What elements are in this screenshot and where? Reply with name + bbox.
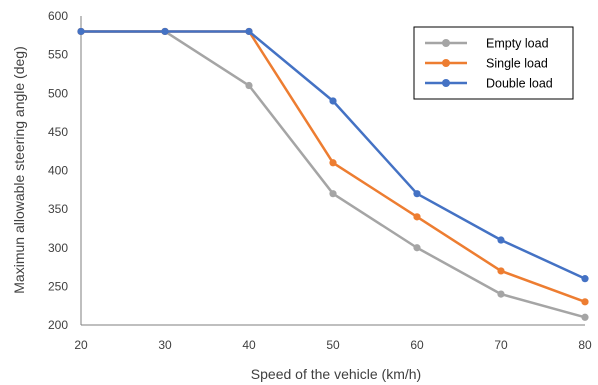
axes (80, 16, 585, 326)
x-tick-label: 50 (326, 338, 340, 352)
y-tick-label: 450 (48, 125, 68, 139)
y-tick-label: 300 (48, 241, 68, 255)
legend-label: Empty load (486, 37, 549, 51)
y-tick-label: 500 (48, 86, 68, 100)
legend-label: Single load (486, 57, 548, 71)
data-point-empty-load (245, 81, 253, 90)
legend-item-empty-load: Empty load (425, 37, 549, 51)
x-tick-label: 20 (74, 338, 88, 352)
legend-swatch-marker (442, 59, 450, 67)
series-double-load (77, 27, 589, 283)
data-point-double-load (497, 236, 505, 244)
data-point-empty-load (497, 290, 505, 298)
x-tick-labels: 20 30 40 50 60 70 80 (74, 338, 592, 352)
data-point-empty-load (413, 244, 421, 252)
x-tick-label: 40 (242, 338, 256, 352)
y-tick-label: 600 (48, 9, 68, 23)
y-axis-title: Maximun allowable steering angle (deg) (11, 46, 27, 293)
data-point-double-load (161, 27, 169, 36)
data-point-double-load (329, 97, 337, 105)
x-tick-label: 80 (578, 338, 592, 352)
y-tick-label: 350 (48, 202, 68, 216)
x-tick-label: 60 (410, 338, 424, 352)
x-axis-title: Speed of the vehicle (km/h) (251, 366, 421, 382)
legend-swatch-marker (442, 39, 450, 47)
y-tick-labels: 200 250 300 350 400 450 500 550 600 (48, 9, 68, 332)
x-tick-label: 30 (158, 338, 172, 352)
legend-item-double-load: Double load (425, 77, 553, 91)
data-point-double-load (245, 27, 253, 36)
legend: Empty load Single load Double load (413, 26, 574, 100)
x-tick-label: 70 (494, 338, 508, 352)
data-point-single-load (413, 213, 421, 221)
data-point-single-load (329, 159, 337, 167)
data-point-double-load (413, 190, 421, 198)
y-tick-label: 250 (48, 279, 68, 293)
y-tick-label: 400 (48, 164, 68, 178)
data-point-empty-load (329, 190, 337, 198)
data-point-single-load (497, 267, 505, 275)
data-point-empty-load (581, 313, 589, 321)
y-tick-label: 550 (48, 48, 68, 62)
legend-swatch-marker (442, 79, 450, 87)
data-point-double-load (581, 275, 589, 283)
legend-label: Double load (486, 77, 553, 91)
data-point-single-load (581, 298, 589, 306)
y-tick-label: 200 (48, 318, 68, 332)
data-point-double-load (77, 27, 85, 36)
series-group (77, 27, 589, 321)
legend-item-single-load: Single load (425, 57, 548, 71)
